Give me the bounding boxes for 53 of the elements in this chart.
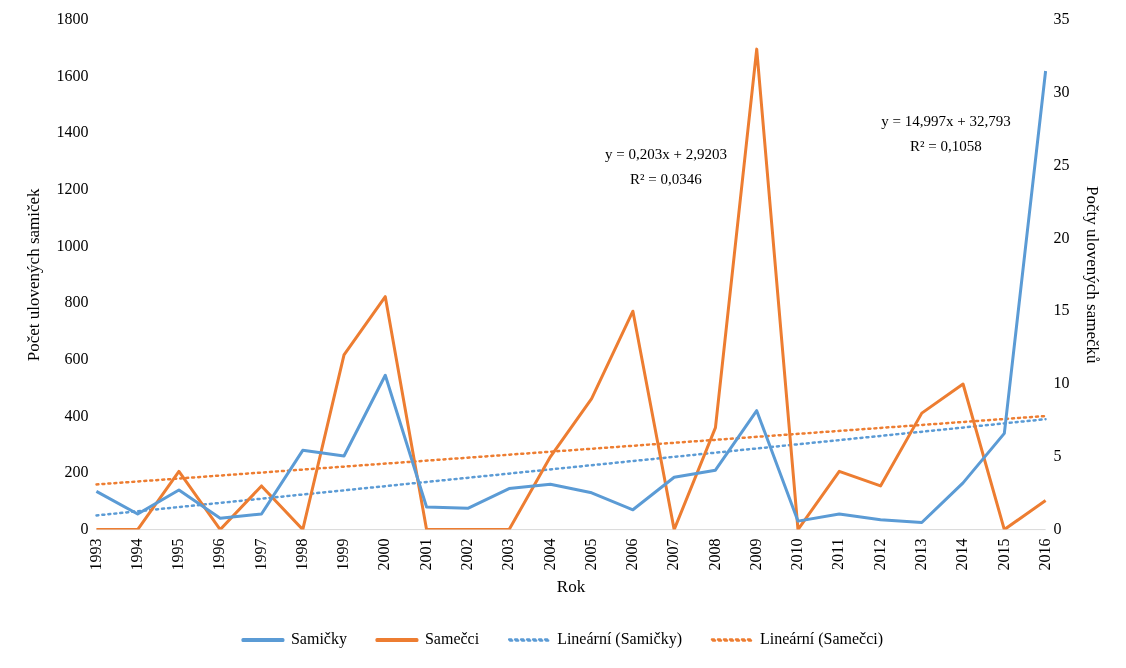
- x-tick-label: 1993: [86, 538, 104, 571]
- x-tick-label: 2010: [788, 538, 806, 571]
- y-tick-label: 1400: [56, 123, 89, 141]
- annotation: y = 0,203x + 2,9203: [604, 145, 727, 162]
- x-tick-label: 2009: [746, 538, 764, 571]
- x-tick-label: 2016: [1035, 538, 1053, 571]
- y-tick-label: 600: [64, 349, 89, 367]
- legend-label: Samičky: [290, 630, 347, 649]
- y2-tick-label: 5: [1053, 447, 1062, 464]
- x-tick-label: 1999: [334, 538, 352, 571]
- y-tick-label: 1000: [56, 236, 89, 254]
- legend-label: Lineární (Samičky): [557, 630, 682, 649]
- y-tick-label: 0: [80, 519, 89, 537]
- annotation: R² = 0,1058: [910, 138, 982, 155]
- y2-axis-title: Počty ulovených samečků: [1083, 186, 1103, 365]
- x-tick-label: 2003: [499, 538, 517, 571]
- x-tick-label: 1994: [127, 538, 145, 571]
- annotation: R² = 0,0346: [630, 171, 703, 188]
- legend-label: Lineární (Samečci): [759, 630, 884, 649]
- y2-tick-label: 25: [1053, 155, 1070, 173]
- x-tick-label: 2015: [994, 538, 1012, 571]
- y-axis-title: Počet ulovených samiček: [23, 187, 43, 362]
- x-tick-label: 2007: [664, 538, 682, 571]
- y-tick-label: 200: [64, 463, 89, 481]
- y-tick-label: 400: [64, 406, 89, 424]
- x-tick-label: 2012: [870, 538, 888, 571]
- x-tick-label: 1995: [169, 538, 187, 571]
- x-tick-label: 2006: [623, 538, 641, 571]
- y2-tick-label: 20: [1053, 228, 1070, 246]
- x-tick-label: 1996: [210, 538, 228, 571]
- y-tick-label: 1800: [56, 10, 89, 28]
- x-tick-label: 1997: [251, 538, 269, 571]
- y2-tick-label: 10: [1053, 374, 1070, 392]
- annotation: y = 14,997x + 32,793: [881, 112, 1011, 129]
- x-tick-label: 2011: [829, 538, 847, 571]
- legend-label: Samečci: [424, 630, 480, 648]
- x-tick-label: 2014: [953, 538, 971, 571]
- x-axis-title: Rok: [556, 577, 586, 597]
- x-tick-label: 2001: [416, 538, 434, 571]
- y-tick-label: 800: [64, 293, 89, 311]
- x-tick-label: 2005: [581, 538, 599, 571]
- y-tick-label: 1200: [56, 180, 89, 198]
- y2-tick-label: 15: [1053, 301, 1070, 319]
- y2-tick-label: 35: [1053, 10, 1070, 28]
- x-tick-label: 2004: [540, 538, 558, 571]
- x-tick-label: 2000: [375, 538, 393, 571]
- y2-tick-label: 0: [1053, 519, 1062, 537]
- x-tick-label: 2013: [911, 538, 929, 571]
- y2-tick-label: 30: [1053, 83, 1070, 100]
- x-tick-label: 1998: [292, 538, 310, 571]
- x-tick-label: 2002: [458, 538, 476, 571]
- y-tick-label: 1600: [56, 66, 89, 84]
- x-tick-label: 2008: [705, 538, 723, 571]
